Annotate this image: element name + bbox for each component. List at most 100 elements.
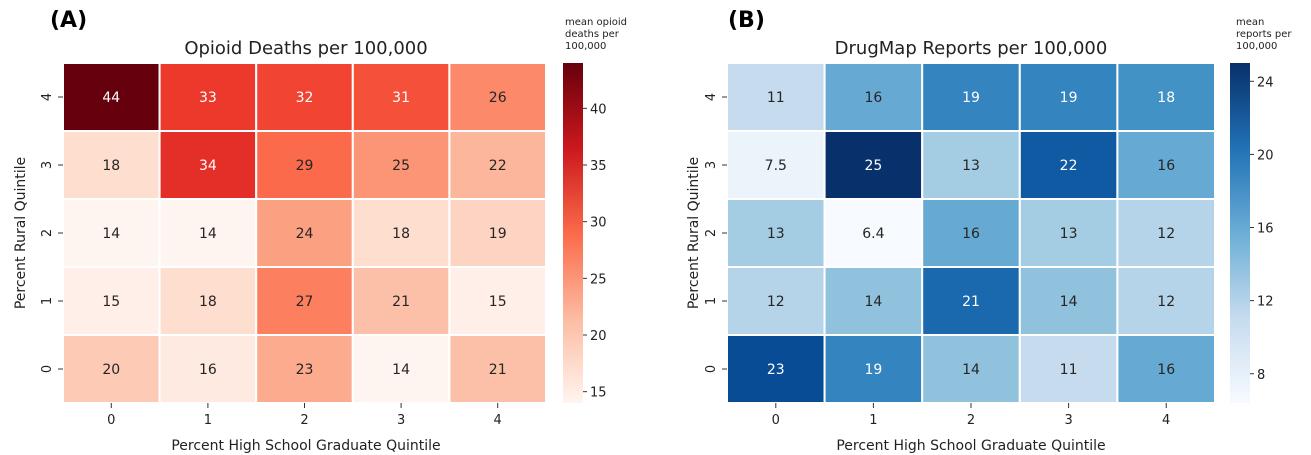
panel-b-colorbar-label-line3: 100,000	[1236, 41, 1277, 52]
cell-value-label: 12	[767, 294, 785, 310]
cell-value-label: 29	[296, 158, 314, 174]
panel-a-yticks: 4 3 2 1 0	[40, 93, 63, 373]
x-tick-label: 4	[494, 413, 502, 428]
colorbar-tick-label: 24	[1257, 75, 1274, 90]
heatmap-cell	[62, 334, 161, 404]
x-tick-label: 0	[772, 413, 780, 428]
x-tick-label: 3	[1064, 413, 1072, 428]
panel-b-colorbar-label-line1: mean	[1236, 17, 1264, 28]
cell-value-label: 23	[767, 362, 785, 378]
x-tick-label: 3	[397, 413, 405, 428]
heatmap-cell	[921, 62, 1021, 132]
y-tick-label: 0	[40, 365, 55, 373]
cell-value-label: 12	[1157, 226, 1175, 242]
heatmap-cell	[158, 198, 258, 268]
y-tick-label: 2	[40, 229, 55, 237]
panel-b-xlabel: Percent High School Graduate Quintile	[836, 438, 1105, 454]
x-tick-label: 1	[204, 413, 212, 428]
cell-value-label: 18	[102, 158, 120, 174]
cell-value-label: 31	[392, 90, 410, 106]
panel-b-label: (B)	[728, 8, 765, 33]
colorbar-tick-label: 40	[590, 102, 607, 117]
colorbar-tick-label: 20	[590, 329, 607, 344]
colorbar-tick-label: 12	[1257, 295, 1274, 310]
cell-value-label: 23	[296, 362, 314, 378]
colorbar-tick-label: 16	[1257, 222, 1274, 237]
cell-value-label: 24	[296, 226, 314, 242]
panel-a-colorbar-label-line2: deaths per	[565, 29, 620, 40]
heatmap-cell	[158, 334, 258, 404]
cell-value-label: 19	[489, 226, 507, 242]
panel-b-colorbar-ticks: 8 12 16 20 24	[1250, 75, 1274, 383]
cell-value-label: 27	[296, 294, 314, 310]
y-tick-label: 1	[40, 297, 55, 305]
cell-value-label: 6.4	[862, 226, 884, 242]
cell-value-label: 34	[199, 158, 217, 174]
panel-a-cells: 44 33 32 31 26 18 34 29 25 22 14 14 24 18 19 15 18 27 21 15…	[62, 62, 547, 404]
cell-value-label: 14	[199, 226, 217, 242]
panel-a: (A) Opioid Deaths per 100,000 44 33 32 31 26…	[13, 8, 630, 454]
cell-value-label: 22	[1060, 158, 1078, 174]
heatmap-cell	[1116, 266, 1217, 336]
panel-b-yticks: 4 3 2 1 0	[704, 93, 727, 373]
heatmap-cell	[921, 266, 1021, 336]
y-tick-label: 1	[704, 297, 719, 305]
cell-value-label: 26	[489, 90, 507, 106]
cell-value-label: 15	[102, 294, 120, 310]
y-tick-label: 3	[40, 161, 55, 169]
cell-value-label: 18	[392, 226, 410, 242]
cell-value-label: 14	[392, 362, 410, 378]
colorbar-tick-label: 20	[1257, 148, 1274, 163]
panel-a-colorbar-label: mean opioid deaths per 100,000	[565, 17, 630, 52]
heatmap-cell	[255, 334, 354, 404]
cell-value-label: 16	[1157, 362, 1175, 378]
cell-value-label: 14	[1060, 294, 1078, 310]
cell-value-label: 19	[864, 362, 882, 378]
y-tick-label: 0	[704, 365, 719, 373]
cell-value-label: 18	[1157, 90, 1175, 106]
cell-value-label: 14	[102, 226, 120, 242]
cell-value-label: 32	[296, 90, 314, 106]
cell-value-label: 44	[102, 90, 120, 106]
heatmap-cell	[726, 62, 826, 132]
cell-value-label: 13	[962, 158, 980, 174]
cell-value-label: 11	[767, 90, 785, 106]
panel-b: (B) DrugMap Reports per 100,000 11 16 19 19…	[686, 8, 1295, 454]
panel-b-ylabel: Percent Rural Quintile	[686, 157, 702, 309]
y-tick-label: 2	[704, 229, 719, 237]
cell-value-label: 14	[864, 294, 882, 310]
panel-a-label: (A)	[50, 8, 87, 33]
heatmap-cell	[448, 130, 547, 200]
panel-b-xticks: 0 1 2 3 4	[772, 403, 1170, 428]
heatmap-cell	[351, 266, 451, 336]
heatmap-cell	[351, 198, 451, 268]
heatmap-cell	[158, 266, 258, 336]
x-tick-label: 0	[107, 413, 115, 428]
colorbar-tick-label: 8	[1257, 368, 1265, 383]
panel-b-colorbar-label-line2: reports per	[1236, 29, 1292, 40]
panel-a-ylabel: Percent Rural Quintile	[13, 157, 29, 309]
panel-a-title: Opioid Deaths per 100,000	[184, 38, 427, 59]
heatmap-cell	[823, 334, 924, 404]
heatmap-cell	[158, 62, 258, 132]
colorbar-tick-label: 30	[590, 216, 607, 231]
x-tick-label: 1	[869, 413, 877, 428]
heatmap-cell	[1018, 334, 1119, 404]
cell-value-label: 33	[199, 90, 217, 106]
panel-b-colorbar-label: mean reports per 100,000	[1236, 17, 1295, 52]
cell-value-label: 25	[392, 158, 410, 174]
cell-value-label: 18	[199, 294, 217, 310]
cell-value-label: 21	[962, 294, 980, 310]
heatmap-cell	[823, 266, 924, 336]
cell-value-label: 15	[489, 294, 507, 310]
y-tick-label: 4	[704, 93, 719, 101]
cell-value-label: 20	[102, 362, 120, 378]
colorbar-tick-label: 15	[590, 386, 607, 401]
heatmap-cell	[726, 266, 826, 336]
heatmap-cell	[921, 334, 1021, 404]
y-tick-label: 4	[40, 93, 55, 101]
cell-value-label: 13	[767, 226, 785, 242]
colorbar-tick-label: 25	[590, 272, 607, 287]
cell-value-label: 14	[962, 362, 980, 378]
